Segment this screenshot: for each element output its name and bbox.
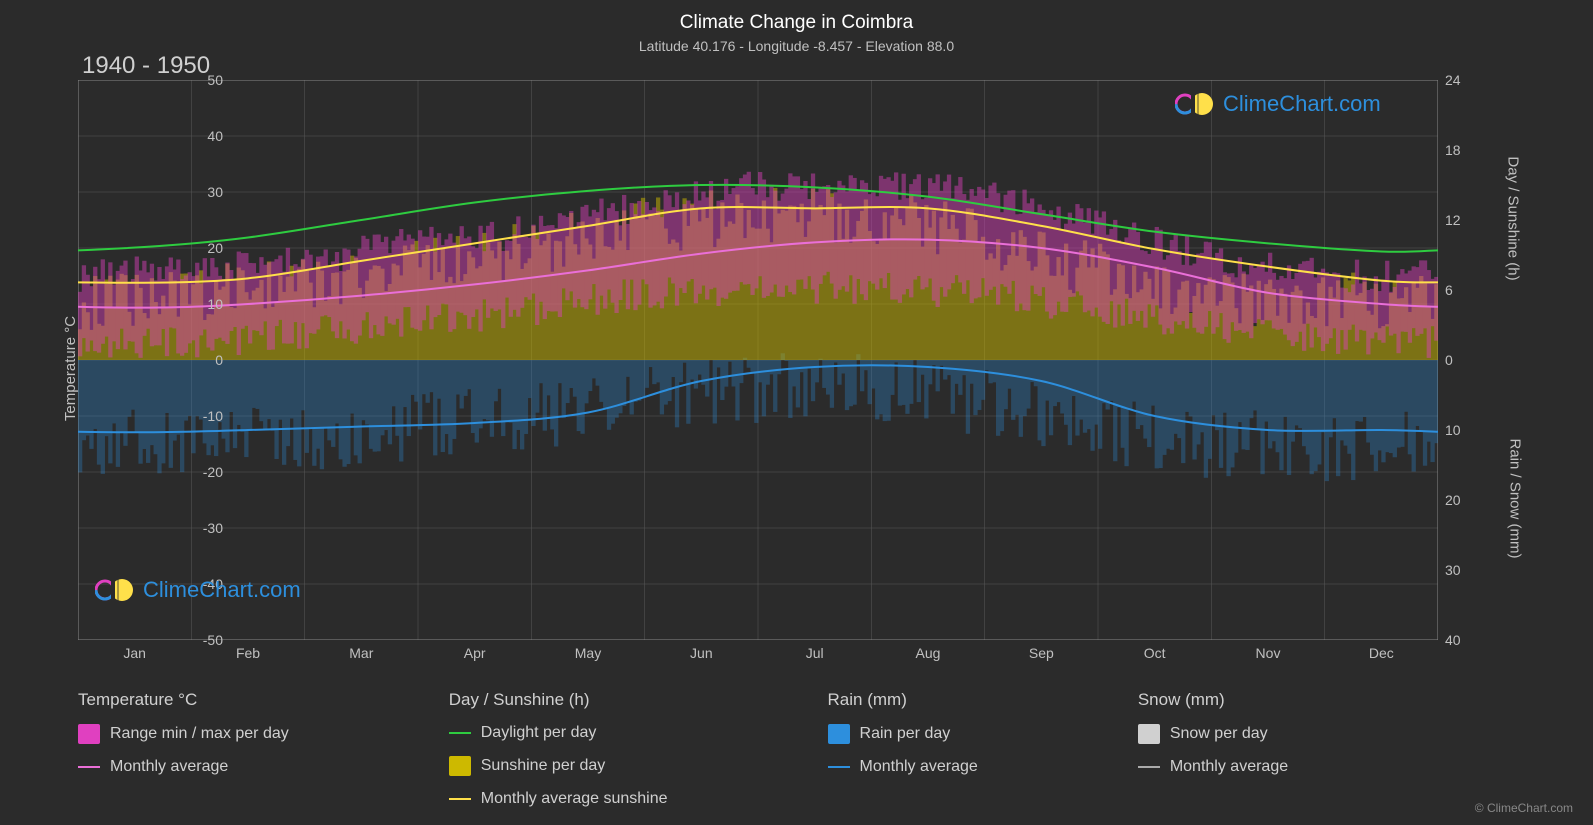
legend-item: Monthly average bbox=[78, 758, 289, 776]
legend-label: Rain per day bbox=[860, 725, 951, 743]
legend-label: Monthly average bbox=[110, 758, 228, 776]
legend-swatch bbox=[828, 766, 850, 768]
x-tick-month: Mar bbox=[349, 645, 373, 661]
x-tick-month: Jul bbox=[806, 645, 824, 661]
chart-title: Climate Change in Coimbra bbox=[0, 0, 1593, 34]
watermark-text: ClimeChart.com bbox=[1223, 91, 1381, 117]
plot-area bbox=[78, 80, 1438, 640]
legend-label: Monthly average bbox=[1170, 758, 1288, 776]
y-tick-left: -30 bbox=[183, 520, 223, 536]
legend-group: Snow (mm) Snow per day Monthly average bbox=[1138, 690, 1288, 808]
y-tick-left: 10 bbox=[183, 296, 223, 312]
y-tick-right: 18 bbox=[1445, 142, 1485, 158]
chart-subtitle: Latitude 40.176 - Longitude -8.457 - Ele… bbox=[0, 34, 1593, 54]
legend-heading: Temperature °C bbox=[78, 690, 289, 710]
y-tick-left: -10 bbox=[183, 408, 223, 424]
x-tick-month: Sep bbox=[1029, 645, 1054, 661]
legend-label: Monthly average bbox=[860, 758, 978, 776]
legend-item: Sunshine per day bbox=[449, 756, 668, 776]
legend-label: Range min / max per day bbox=[110, 725, 289, 743]
y-tick-right: 20 bbox=[1445, 492, 1485, 508]
logo-icon bbox=[1175, 90, 1217, 118]
legend-item: Monthly average bbox=[828, 758, 978, 776]
y-tick-right: 12 bbox=[1445, 212, 1485, 228]
legend-label: Sunshine per day bbox=[481, 757, 606, 775]
legend-swatch bbox=[828, 724, 850, 744]
legend-heading: Rain (mm) bbox=[828, 690, 978, 710]
legend-item: Daylight per day bbox=[449, 724, 668, 742]
legend-group: Day / Sunshine (h) Daylight per day Sunshi… bbox=[449, 690, 668, 808]
legend-label: Monthly average sunshine bbox=[481, 790, 668, 808]
y-tick-left: 0 bbox=[183, 352, 223, 368]
legend-label: Daylight per day bbox=[481, 724, 597, 742]
copyright: © ClimeChart.com bbox=[1475, 801, 1573, 815]
legend-item: Range min / max per day bbox=[78, 724, 289, 744]
legend-label: Snow per day bbox=[1170, 725, 1268, 743]
y-tick-right: 24 bbox=[1445, 72, 1485, 88]
x-tick-month: Nov bbox=[1256, 645, 1281, 661]
y-tick-right: 40 bbox=[1445, 632, 1485, 648]
x-tick-month: Jun bbox=[690, 645, 713, 661]
legend-swatch bbox=[449, 798, 471, 800]
watermark-top: ClimeChart.com bbox=[1175, 90, 1381, 118]
y-tick-left: 30 bbox=[183, 184, 223, 200]
legend-heading: Snow (mm) bbox=[1138, 690, 1288, 710]
legend-item: Monthly average sunshine bbox=[449, 790, 668, 808]
y-tick-right: 0 bbox=[1445, 352, 1485, 368]
legend-swatch bbox=[78, 724, 100, 744]
legend-heading: Day / Sunshine (h) bbox=[449, 690, 668, 710]
legend-swatch bbox=[449, 732, 471, 734]
x-tick-month: May bbox=[575, 645, 601, 661]
watermark-text: ClimeChart.com bbox=[143, 577, 301, 603]
legend-group: Temperature °C Range min / max per day Mon… bbox=[78, 690, 289, 808]
x-tick-month: Jan bbox=[123, 645, 146, 661]
x-tick-month: Oct bbox=[1144, 645, 1166, 661]
y-tick-left: 40 bbox=[183, 128, 223, 144]
y-axis-right-top-label: Day / Sunshine (h) bbox=[1504, 156, 1521, 280]
x-tick-month: Dec bbox=[1369, 645, 1394, 661]
legend-group: Rain (mm) Rain per day Monthly average bbox=[828, 690, 978, 808]
y-axis-left-label: Temperature °C bbox=[62, 316, 79, 421]
legend-swatch bbox=[1138, 724, 1160, 744]
legend-swatch bbox=[78, 766, 100, 768]
y-tick-left: 50 bbox=[183, 72, 223, 88]
legend-swatch bbox=[1138, 766, 1160, 768]
watermark-bottom: ClimeChart.com bbox=[95, 576, 301, 604]
legend-item: Rain per day bbox=[828, 724, 978, 744]
x-tick-month: Apr bbox=[464, 645, 486, 661]
legend: Temperature °C Range min / max per day Mon… bbox=[78, 690, 1518, 808]
y-tick-right: 6 bbox=[1445, 282, 1485, 298]
y-axis-right-bottom-label: Rain / Snow (mm) bbox=[1506, 438, 1523, 558]
climate-chart: Climate Change in Coimbra Latitude 40.17… bbox=[0, 0, 1593, 825]
x-tick-month: Feb bbox=[236, 645, 260, 661]
y-tick-left: -20 bbox=[183, 464, 223, 480]
y-tick-left: -50 bbox=[183, 632, 223, 648]
legend-swatch bbox=[449, 756, 471, 776]
x-tick-month: Aug bbox=[916, 645, 941, 661]
y-tick-right: 10 bbox=[1445, 422, 1485, 438]
logo-icon bbox=[95, 576, 137, 604]
legend-item: Snow per day bbox=[1138, 724, 1288, 744]
y-tick-left: 20 bbox=[183, 240, 223, 256]
legend-item: Monthly average bbox=[1138, 758, 1288, 776]
y-tick-right: 30 bbox=[1445, 562, 1485, 578]
